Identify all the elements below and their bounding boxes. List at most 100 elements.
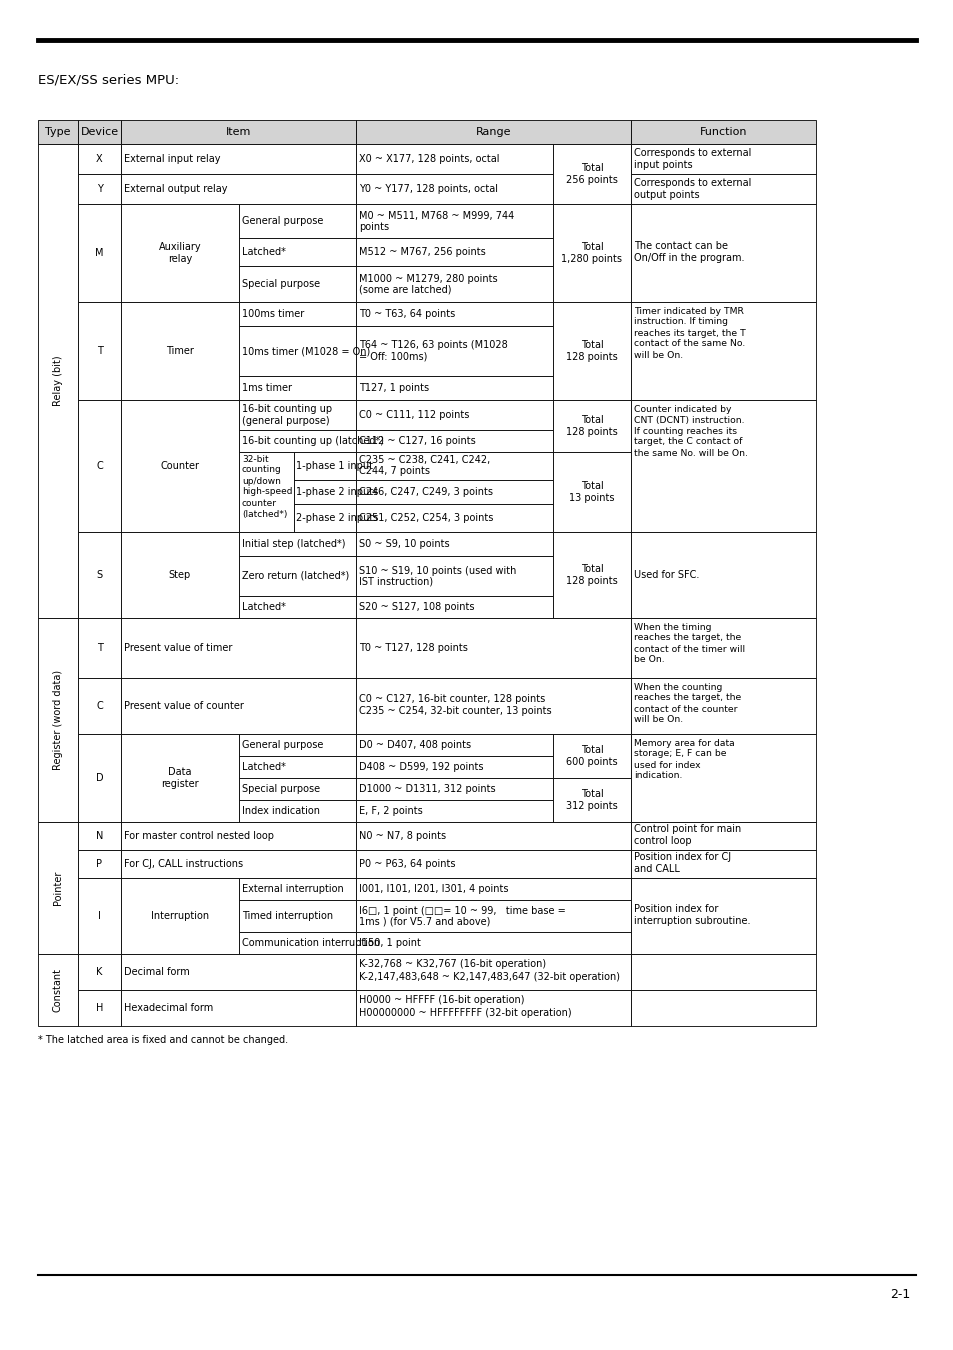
Text: Total: Total xyxy=(580,745,602,755)
Bar xyxy=(239,734,355,756)
Bar xyxy=(355,931,630,954)
Bar xyxy=(355,678,630,734)
Bar xyxy=(239,302,355,325)
Text: Total: Total xyxy=(580,481,602,491)
Text: Memory area for data: Memory area for data xyxy=(634,738,734,748)
Text: contact of the timer will: contact of the timer will xyxy=(634,644,744,653)
Text: 100ms timer: 100ms timer xyxy=(242,309,304,319)
Bar xyxy=(121,120,355,144)
Bar xyxy=(355,120,630,144)
Text: D: D xyxy=(95,774,103,783)
Bar xyxy=(239,325,355,377)
Text: Total: Total xyxy=(580,564,602,574)
Text: reaches the target, the: reaches the target, the xyxy=(634,633,740,643)
Bar xyxy=(78,174,121,204)
Text: 1-phase 2 inputs: 1-phase 2 inputs xyxy=(295,487,377,497)
Text: relay: relay xyxy=(168,254,192,265)
Bar xyxy=(355,504,553,532)
Text: (general purpose): (general purpose) xyxy=(242,416,330,425)
Bar xyxy=(239,238,355,266)
Text: contact of the same No.: contact of the same No. xyxy=(634,339,744,348)
Text: Auxiliary: Auxiliary xyxy=(158,242,201,252)
Text: T: T xyxy=(96,346,102,356)
Text: reaches its target, the T: reaches its target, the T xyxy=(634,328,745,338)
Text: Total: Total xyxy=(580,163,602,173)
Text: Data: Data xyxy=(168,767,192,778)
Text: External output relay: External output relay xyxy=(124,184,227,194)
Text: N0 ~ N7, 8 points: N0 ~ N7, 8 points xyxy=(358,832,446,841)
Bar xyxy=(553,532,630,618)
Text: high-speed: high-speed xyxy=(242,487,293,497)
Bar xyxy=(630,204,815,302)
Text: Initial step (latched*): Initial step (latched*) xyxy=(242,539,345,549)
Text: Total: Total xyxy=(580,242,602,252)
Text: Y: Y xyxy=(96,184,102,194)
Bar xyxy=(355,266,553,302)
Bar xyxy=(553,734,630,778)
Text: Present value of counter: Present value of counter xyxy=(124,701,244,711)
Text: C246, C247, C249, 3 points: C246, C247, C249, 3 points xyxy=(358,487,493,497)
Bar xyxy=(630,850,815,878)
Text: indication.: indication. xyxy=(634,771,681,780)
Text: D0 ~ D407, 408 points: D0 ~ D407, 408 points xyxy=(358,740,471,751)
Bar xyxy=(78,400,121,532)
Text: will be On.: will be On. xyxy=(634,716,682,725)
Bar xyxy=(121,954,355,990)
Text: instruction. If timing: instruction. If timing xyxy=(634,317,727,327)
Bar xyxy=(355,778,553,801)
Text: control loop: control loop xyxy=(634,836,691,846)
Bar xyxy=(78,678,121,734)
Bar xyxy=(78,144,121,174)
Text: Control point for main: Control point for main xyxy=(634,824,740,834)
Bar xyxy=(630,878,815,954)
Text: output points: output points xyxy=(634,189,699,200)
Text: M0 ~ M511, M768 ~ M999, 744: M0 ~ M511, M768 ~ M999, 744 xyxy=(358,211,514,220)
Bar xyxy=(38,144,78,618)
Text: Device: Device xyxy=(80,127,118,136)
Bar xyxy=(355,990,630,1026)
Text: register: register xyxy=(161,779,198,788)
Bar xyxy=(553,144,630,204)
Text: X: X xyxy=(96,154,103,163)
Bar xyxy=(239,900,355,931)
Text: Relay (bit): Relay (bit) xyxy=(53,355,63,406)
Bar xyxy=(239,204,355,238)
Text: H00000000 ~ HFFFFFFFF (32-bit operation): H00000000 ~ HFFFFFFFF (32-bit operation) xyxy=(358,1008,571,1018)
Text: ES/EX/SS series MPU:: ES/EX/SS series MPU: xyxy=(38,73,179,86)
Bar xyxy=(355,822,630,850)
Text: I150, 1 point: I150, 1 point xyxy=(358,938,420,948)
Bar xyxy=(239,532,355,556)
Bar xyxy=(78,954,121,990)
Text: Index indication: Index indication xyxy=(242,806,319,815)
Text: 10ms timer (M1028 = On): 10ms timer (M1028 = On) xyxy=(242,346,370,356)
Text: X0 ~ X177, 128 points, octal: X0 ~ X177, 128 points, octal xyxy=(358,154,499,163)
Text: M: M xyxy=(95,248,104,258)
Text: Special purpose: Special purpose xyxy=(242,279,320,289)
Bar xyxy=(121,618,355,678)
Text: 2-phase 2 inputs: 2-phase 2 inputs xyxy=(295,513,378,522)
Bar xyxy=(630,174,815,204)
Bar xyxy=(121,822,355,850)
Text: = Off: 100ms): = Off: 100ms) xyxy=(358,351,427,362)
Text: T64 ~ T126, 63 points (M1028: T64 ~ T126, 63 points (M1028 xyxy=(358,340,507,351)
Bar xyxy=(553,452,630,532)
Bar xyxy=(355,325,553,377)
Bar xyxy=(239,756,355,778)
Text: reaches the target, the: reaches the target, the xyxy=(634,694,740,702)
Bar xyxy=(121,878,239,954)
Text: Counter indicated by: Counter indicated by xyxy=(634,405,731,413)
Bar xyxy=(239,778,355,801)
Text: Total: Total xyxy=(580,414,602,425)
Text: up/down: up/down xyxy=(242,477,280,486)
Text: T127, 1 points: T127, 1 points xyxy=(358,383,429,393)
Bar xyxy=(630,954,815,990)
Bar xyxy=(121,144,355,174)
Text: 1ms ) (for V5.7 and above): 1ms ) (for V5.7 and above) xyxy=(358,917,490,926)
Bar xyxy=(630,678,815,734)
Bar xyxy=(121,532,239,618)
Bar xyxy=(355,302,553,325)
Bar xyxy=(355,850,630,878)
Text: Latched*: Latched* xyxy=(242,761,286,772)
Bar xyxy=(121,204,239,302)
Text: S10 ~ S19, 10 points (used with: S10 ~ S19, 10 points (used with xyxy=(358,566,516,575)
